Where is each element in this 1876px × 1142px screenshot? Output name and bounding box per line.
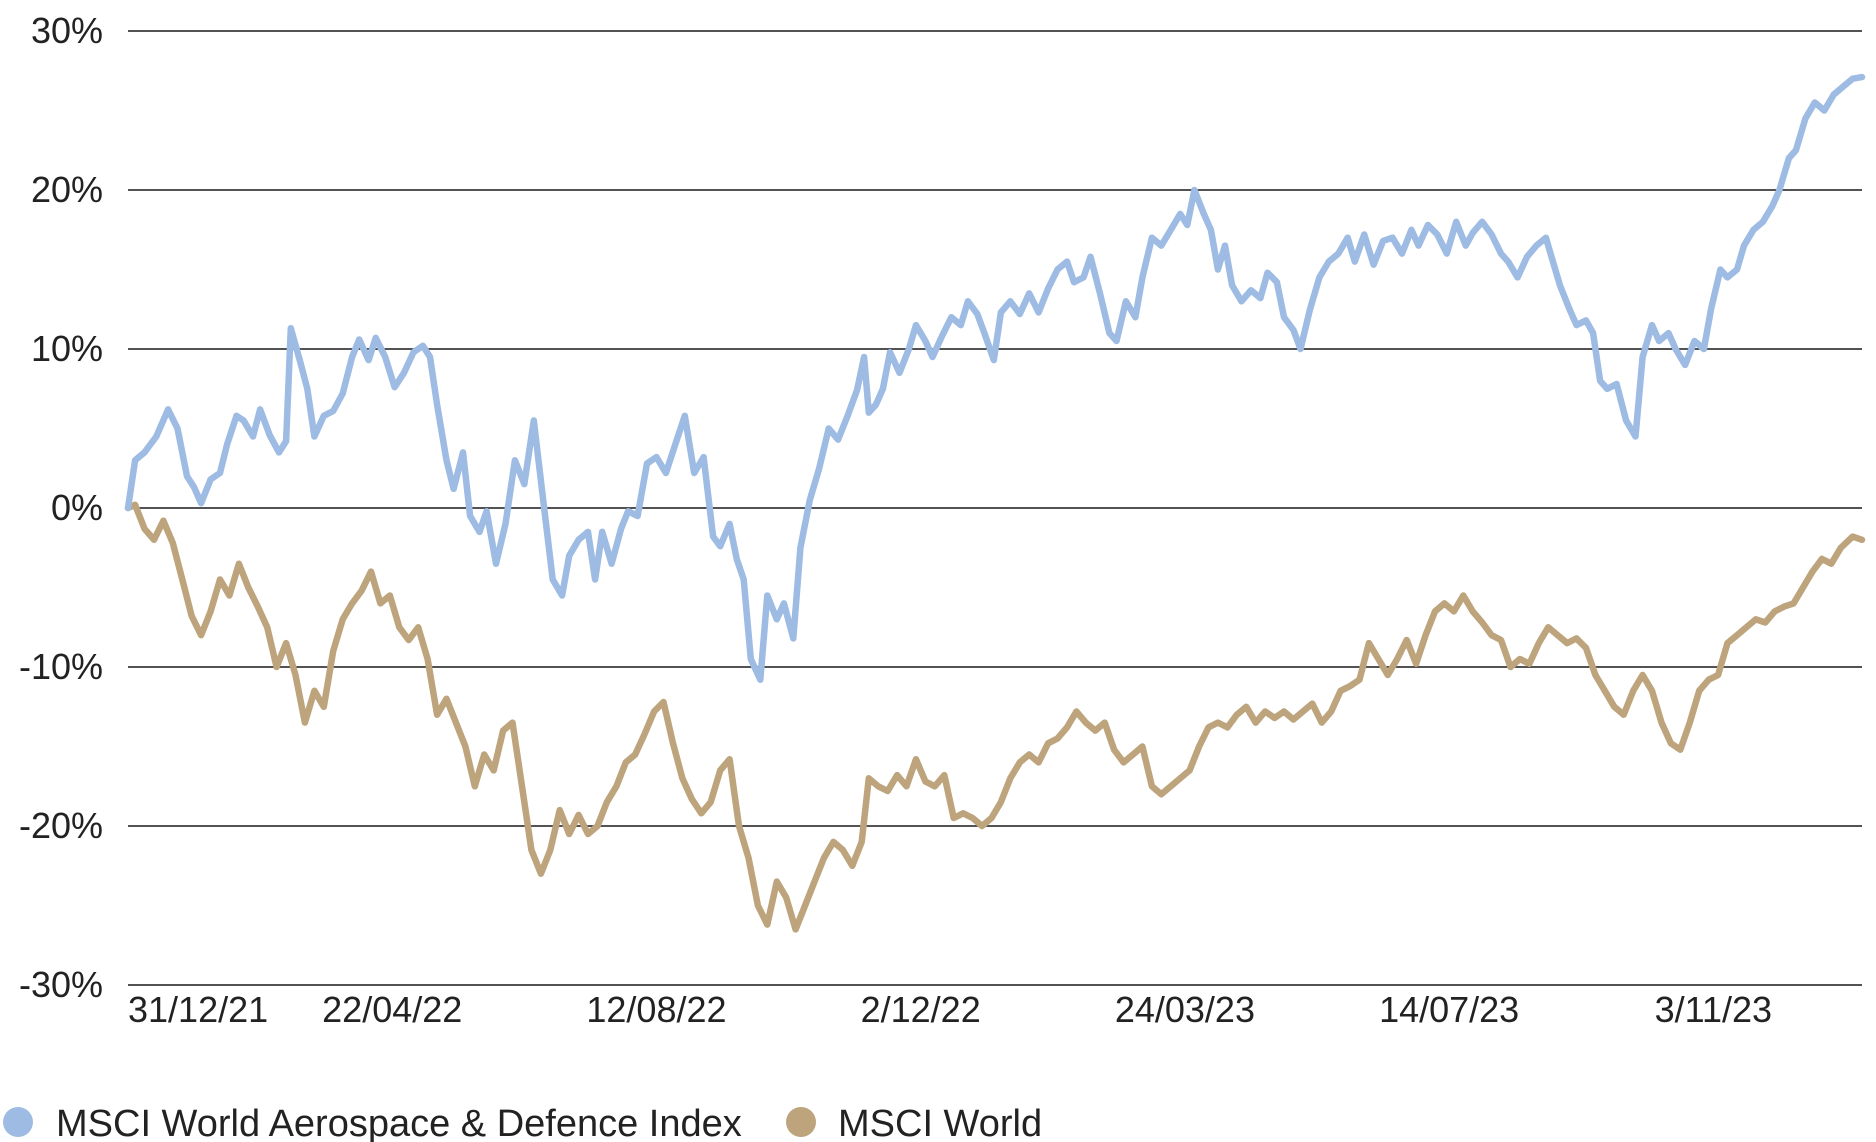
x-tick-label: 24/03/23 bbox=[1115, 989, 1255, 1030]
y-tick-label: 30% bbox=[31, 10, 103, 51]
legend-label-aerospace: MSCI World Aerospace & Defence Index bbox=[56, 1103, 742, 1142]
y-tick-label: -20% bbox=[19, 805, 103, 846]
legend-swatch-msci-world bbox=[786, 1107, 816, 1137]
x-tick-label: 22/04/22 bbox=[322, 989, 462, 1030]
x-tick-label: 3/11/23 bbox=[1655, 989, 1772, 1030]
y-tick-label: -30% bbox=[19, 964, 103, 1005]
series-line-msci-world bbox=[124, 501, 1866, 933]
x-tick-label: 2/12/22 bbox=[861, 989, 981, 1030]
x-axis-tick-labels: 31/12/21 22/04/22 12/08/22 2/12/22 24/03/23 1… bbox=[128, 989, 1772, 1030]
legend-label-msci-world: MSCI World bbox=[838, 1103, 1042, 1142]
legend-swatch-aerospace bbox=[3, 1107, 33, 1137]
legend: MSCI World Aerospace & Defence Index MSC… bbox=[3, 1103, 1042, 1142]
series-lines bbox=[124, 73, 1866, 933]
x-tick-label: 12/08/22 bbox=[586, 989, 726, 1030]
y-tick-label: 0% bbox=[51, 487, 103, 528]
gridlines bbox=[128, 30, 1862, 986]
y-tick-label: 20% bbox=[31, 169, 103, 210]
y-tick-label: 10% bbox=[31, 328, 103, 369]
x-tick-label: 14/07/23 bbox=[1379, 989, 1519, 1030]
y-axis-tick-labels: 30% 20% 10% 0% -10% -20% -30% bbox=[19, 10, 103, 1005]
y-tick-label: -10% bbox=[19, 646, 103, 687]
x-tick-label: 31/12/21 bbox=[128, 989, 268, 1030]
series-line-aerospace-defence bbox=[124, 73, 1866, 683]
